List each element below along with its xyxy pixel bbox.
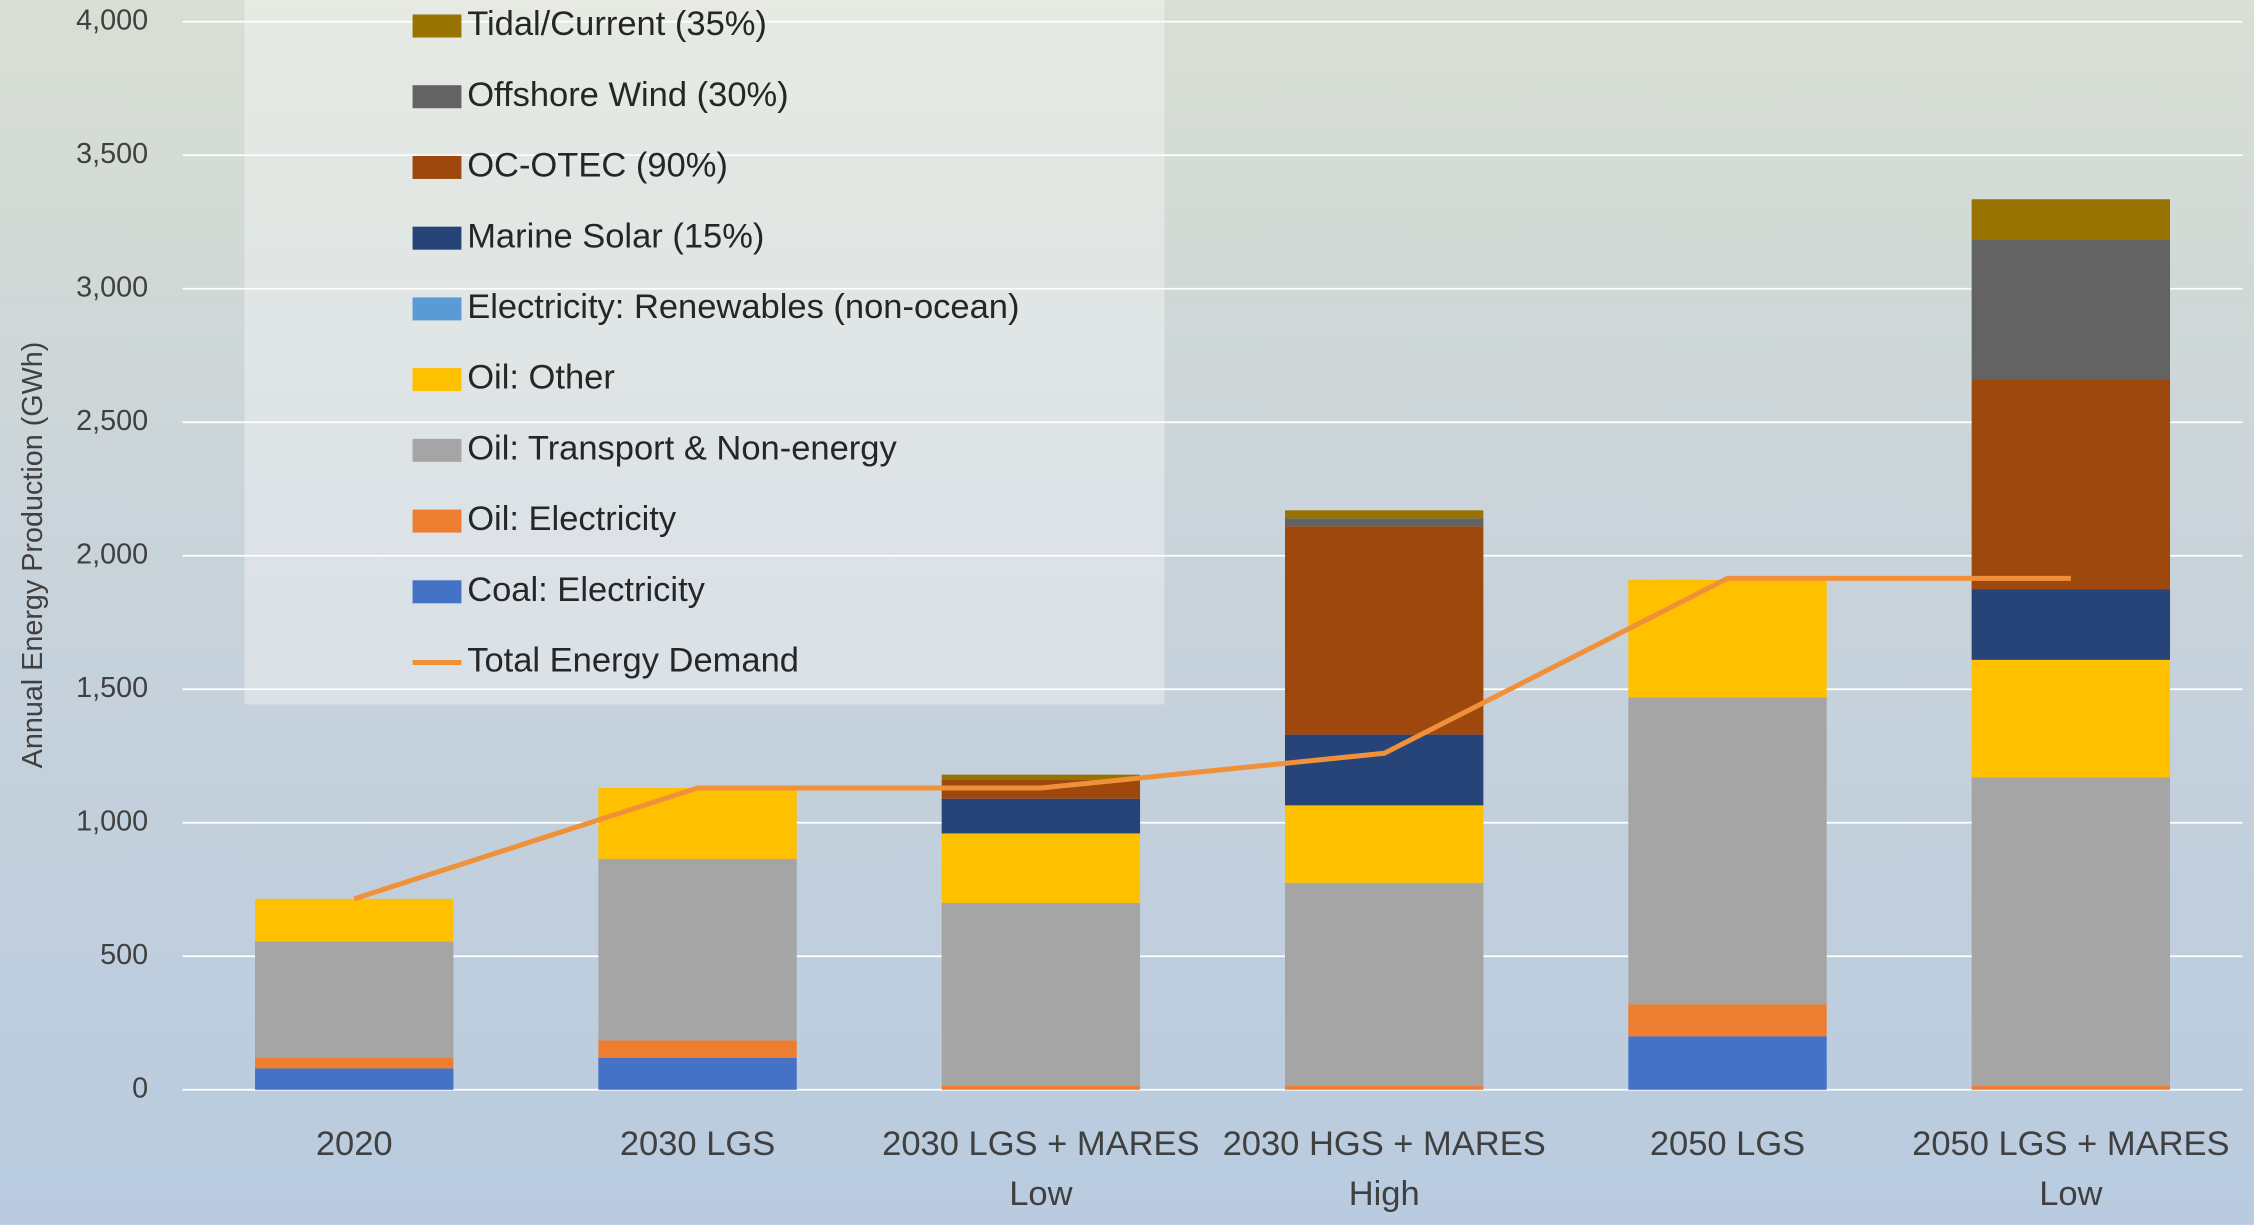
bar-segment	[1285, 1085, 1484, 1090]
bar-segment	[1971, 199, 2171, 240]
bar-segment	[1628, 697, 1827, 1005]
bar-segment	[598, 788, 797, 859]
legend-swatch	[412, 155, 462, 179]
legend-swatch	[412, 85, 462, 109]
bar-segment	[1285, 518, 1484, 527]
x-tick-label: 2030 LGS + MARES Low	[882, 1125, 1199, 1213]
bar-segment	[1285, 510, 1484, 519]
x-tick-label: 2030 LGS	[620, 1125, 775, 1163]
bar-segment	[941, 798, 1141, 834]
bar-segment	[1285, 805, 1484, 883]
bar-segment	[1628, 1004, 1827, 1037]
x-tick-label: 2020	[316, 1125, 393, 1163]
bar-segment	[1971, 239, 2171, 380]
bar-segment	[941, 902, 1141, 1086]
legend-label: Marine Solar (15%)	[467, 217, 764, 255]
legend-swatch	[412, 14, 462, 38]
legend-backdrop	[244, 0, 1165, 705]
bar-segment	[941, 833, 1141, 903]
y-tick-label: 2,000	[76, 538, 148, 570]
legend-swatch	[412, 368, 462, 392]
bar-segment	[1285, 734, 1484, 806]
y-tick-label: 1,500	[76, 672, 148, 704]
legend-label: Tidal/Current (35%)	[467, 5, 767, 43]
legend-swatch	[412, 297, 462, 321]
legend-swatch	[412, 580, 462, 604]
y-tick-label: 1,000	[76, 805, 148, 837]
bar-segment	[941, 1085, 1141, 1090]
legend-label: Oil: Electricity	[467, 500, 677, 538]
bar-segment	[1971, 379, 2171, 590]
legend-swatch	[412, 509, 462, 533]
bar-segment	[1285, 526, 1484, 735]
y-tick-label: 500	[100, 939, 148, 971]
y-tick-label: 4,000	[76, 4, 148, 36]
y-tick-label: 3,000	[76, 271, 148, 303]
x-tick-label: 2050 LGS	[1650, 1125, 1805, 1163]
x-tick-label: 2030 HGS + MARES High	[1223, 1125, 1546, 1213]
bar-segment	[1628, 1036, 1827, 1090]
bar-segment	[598, 1040, 797, 1058]
legend-label: OC-OTEC (90%)	[467, 147, 728, 185]
legend-swatch	[412, 438, 462, 462]
bar-segment	[598, 858, 797, 1041]
y-tick-label: 0	[132, 1072, 148, 1104]
bar-segment	[1971, 589, 2171, 660]
bar-segment	[255, 1068, 454, 1090]
legend-label: Coal: Electricity	[467, 571, 705, 609]
y-tick-label: 3,500	[76, 138, 148, 170]
bar-segment	[598, 1057, 797, 1090]
legend-swatch	[412, 226, 462, 250]
bar-segment	[255, 941, 454, 1058]
x-tick-label: 2050 LGS + MARES Low	[1912, 1125, 2229, 1213]
bar-segment	[1285, 882, 1484, 1086]
bar-segment	[941, 774, 1141, 781]
bar-segment	[255, 1057, 454, 1069]
bar-segment	[255, 898, 454, 942]
legend-label: Electricity: Renewables (non-ocean)	[467, 288, 1019, 326]
legend-label: Offshore Wind (30%)	[467, 76, 788, 114]
bar-segment	[1971, 1085, 2171, 1090]
bar-segment	[1628, 579, 1827, 698]
demand-line	[353, 575, 2071, 902]
legend-label: Oil: Other	[467, 359, 615, 397]
y-axis-label: Annual Energy Production (GWh)	[17, 342, 49, 769]
y-tick-label: 2,500	[76, 405, 148, 437]
bar-segment	[1971, 659, 2171, 778]
bar-segment	[1971, 777, 2171, 1086]
legend-label: Total Energy Demand	[467, 642, 799, 680]
legend-label: Oil: Transport & Non-energy	[467, 429, 897, 467]
